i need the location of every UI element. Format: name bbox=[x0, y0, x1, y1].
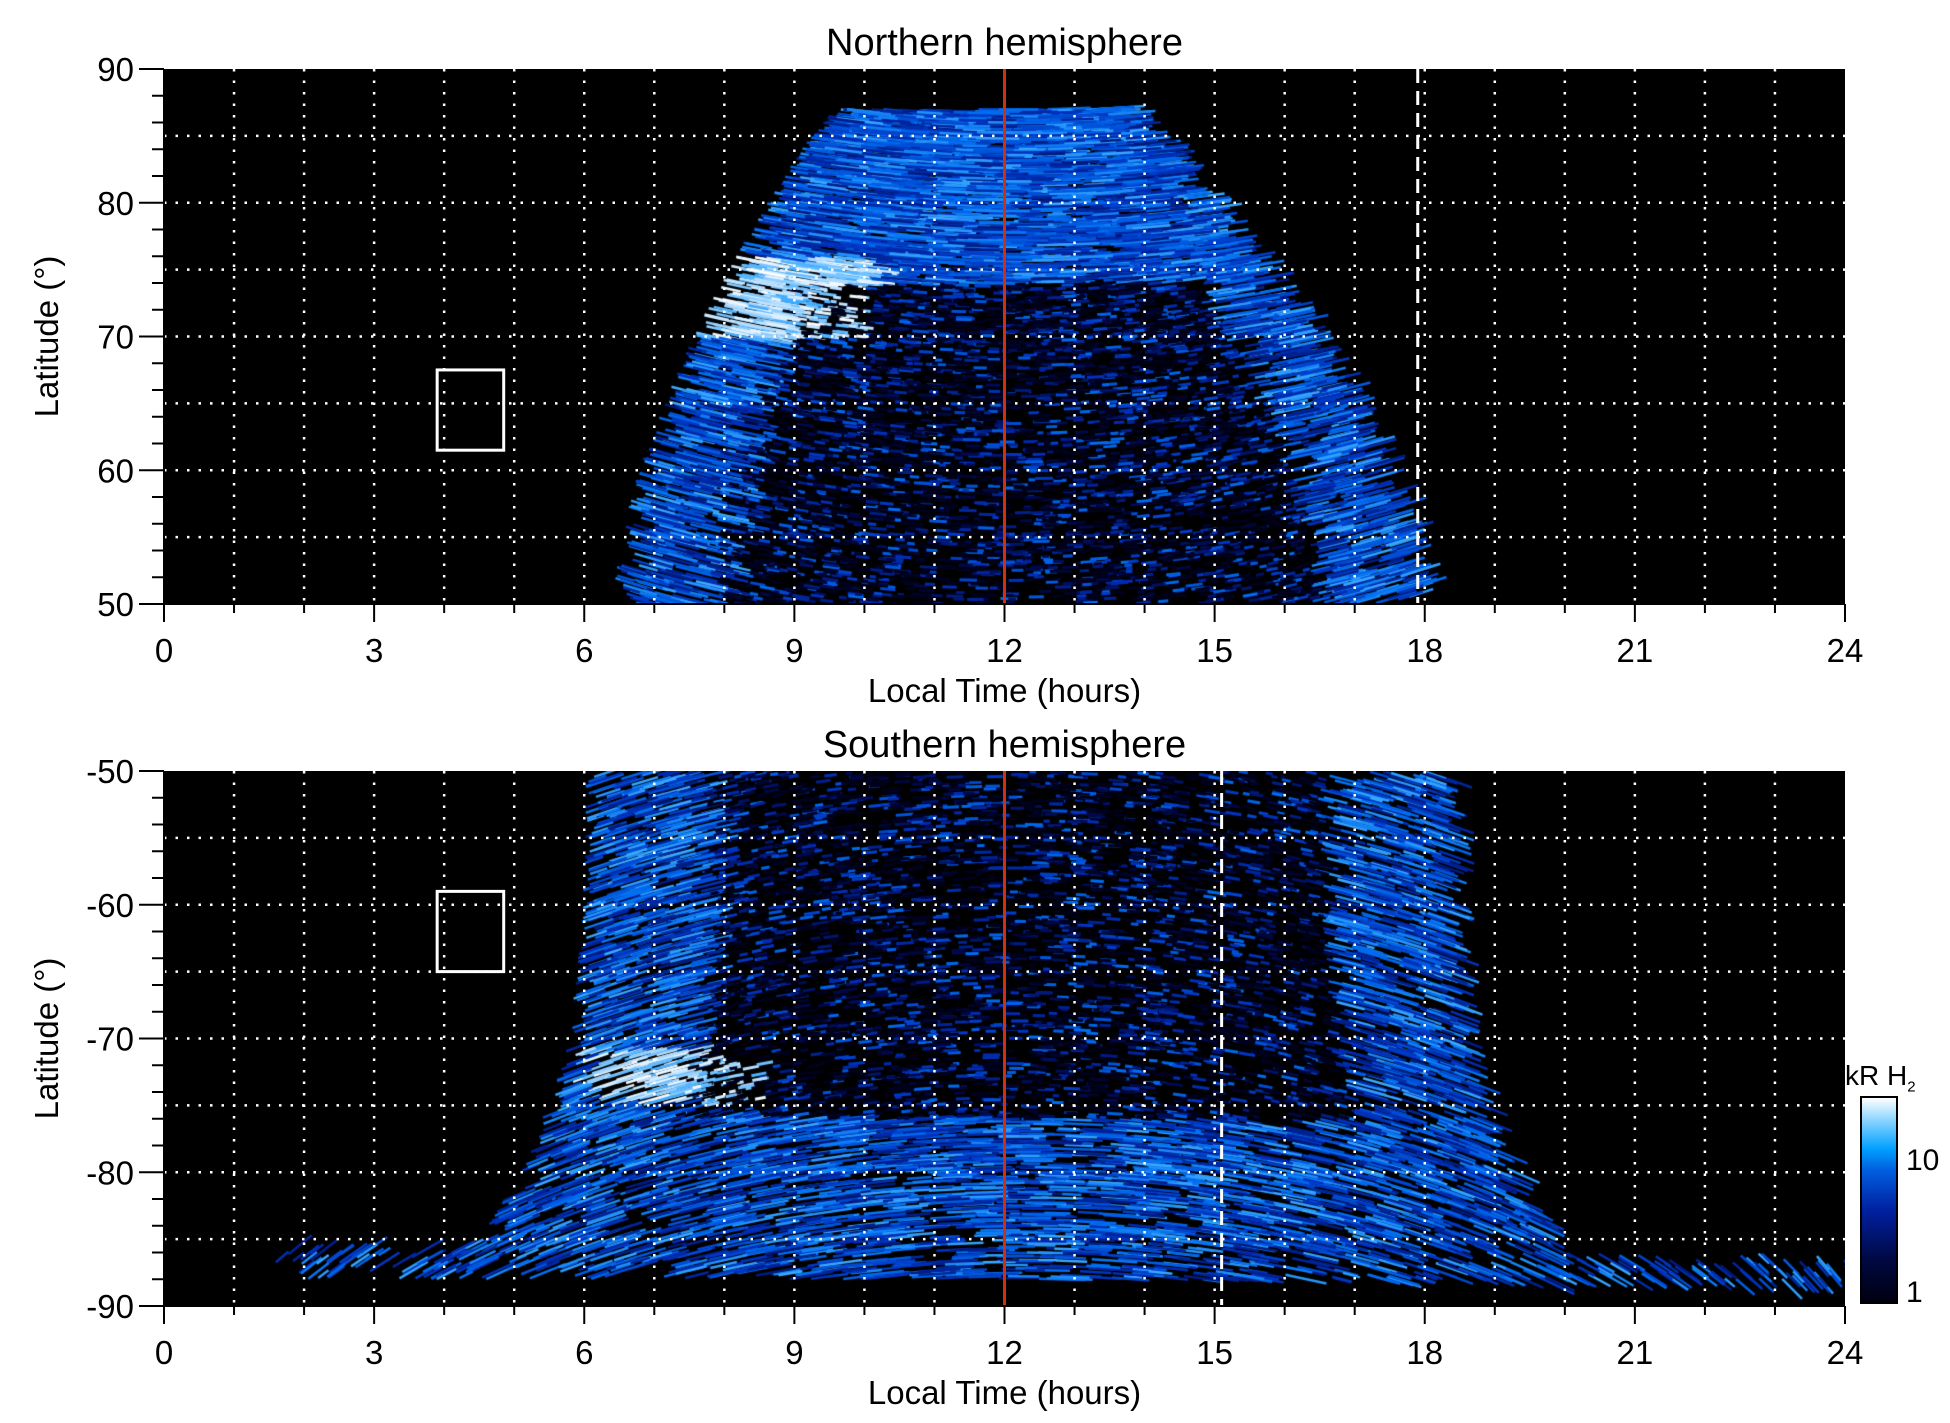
panel-title: Northern hemisphere bbox=[826, 22, 1183, 64]
x-tick-label: 18 bbox=[1406, 632, 1443, 669]
y-tick-label: -50 bbox=[86, 753, 134, 790]
x-tick-label: 12 bbox=[986, 632, 1023, 669]
colorbar-tick-10: 10 bbox=[1906, 1144, 1940, 1177]
colorbar-label: kR H2 bbox=[1845, 1060, 1916, 1096]
panel-title: Southern hemisphere bbox=[823, 724, 1186, 766]
x-tick-label: 3 bbox=[365, 1334, 383, 1371]
y-tick-label: 50 bbox=[97, 586, 134, 623]
y-tick-label: -80 bbox=[86, 1154, 134, 1191]
y-tick-label: -70 bbox=[86, 1021, 134, 1058]
y-tick-label: 80 bbox=[97, 185, 134, 222]
region-box bbox=[435, 368, 506, 452]
x-tick-label: 18 bbox=[1406, 1334, 1443, 1371]
x-tick-label: 24 bbox=[1827, 1334, 1864, 1371]
y-axis-label: Latitude (°) bbox=[28, 256, 65, 418]
x-tick-label: 12 bbox=[986, 1334, 1023, 1371]
x-tick-label: 6 bbox=[575, 632, 593, 669]
x-tick-label: 3 bbox=[365, 632, 383, 669]
y-axis-label: Latitude (°) bbox=[28, 958, 65, 1120]
x-tick-label: 24 bbox=[1827, 632, 1864, 669]
region-box bbox=[435, 889, 506, 974]
colorbar-tick-1: 1 bbox=[1906, 1276, 1923, 1309]
x-tick-label: 21 bbox=[1617, 1334, 1654, 1371]
colorbar bbox=[1860, 1096, 1898, 1304]
y-tick-label: 70 bbox=[97, 319, 134, 356]
colorbar-label-text: kR H bbox=[1845, 1060, 1908, 1091]
x-tick-label: 21 bbox=[1617, 632, 1654, 669]
x-axis-label: Local Time (hours) bbox=[868, 1374, 1141, 1411]
y-tick-label: 60 bbox=[97, 452, 134, 489]
x-tick-label: 9 bbox=[785, 1334, 803, 1371]
y-tick-label: -90 bbox=[86, 1288, 134, 1325]
x-axis-label: Local Time (hours) bbox=[868, 672, 1141, 709]
colorbar-label-subscript: 2 bbox=[1907, 1078, 1916, 1096]
x-tick-label: 15 bbox=[1196, 1334, 1233, 1371]
y-tick-label: -60 bbox=[86, 887, 134, 924]
y-tick-label: 90 bbox=[97, 51, 134, 88]
x-tick-label: 6 bbox=[575, 1334, 593, 1371]
x-tick-label: 0 bbox=[155, 1334, 173, 1371]
x-tick-label: 9 bbox=[785, 632, 803, 669]
x-tick-label: 0 bbox=[155, 632, 173, 669]
x-tick-label: 15 bbox=[1196, 632, 1233, 669]
